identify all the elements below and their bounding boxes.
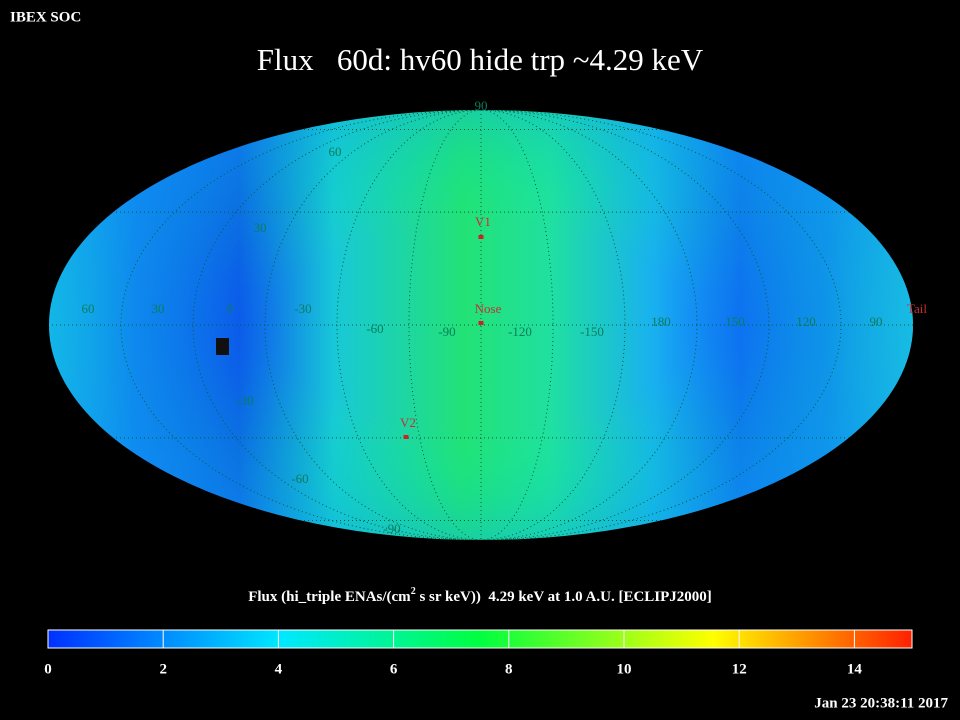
map-title: Flux 60d: hv60 hide trp ~4.29 keV — [257, 42, 704, 77]
longitude-label: -150 — [580, 324, 604, 339]
marker-label: V2 — [400, 415, 416, 430]
source-label: IBEX SOC — [10, 9, 81, 25]
longitude-label: 120 — [796, 314, 816, 329]
marker-dot — [478, 321, 484, 325]
colorbar-tick-label: 0 — [44, 661, 52, 677]
colorbar-tick-label: 12 — [732, 661, 747, 677]
longitude-label: -90 — [438, 324, 455, 339]
colorbar-label-rest: s sr keV)) 4.29 keV at 1.0 A.U. [ECLIPJ2… — [416, 589, 712, 605]
timestamp: Jan 23 20:38:11 2017 — [814, 695, 948, 711]
colorbar-tick-label: 8 — [505, 661, 513, 677]
latitude-label: 30 — [254, 220, 267, 235]
latitude-label: 90 — [475, 98, 488, 113]
marker-dot — [403, 435, 409, 439]
colorbar — [47, 629, 913, 649]
latitude-label: -90 — [383, 521, 400, 536]
latitude-label: 60 — [329, 144, 342, 159]
longitude-label: -60 — [366, 321, 383, 336]
latitude-label: -30 — [236, 393, 253, 408]
colorbar-tick-label: 6 — [390, 661, 398, 677]
longitude-label: 0 — [227, 301, 234, 316]
colorbar-tick-label: 2 — [159, 661, 167, 677]
longitude-label: 30 — [152, 301, 165, 316]
graticule — [49, 110, 913, 540]
colorbar-label-main: Flux (hi_triple ENAs/(cm — [248, 589, 411, 605]
marker-label: V1 — [475, 214, 491, 229]
longitude-label: 150 — [725, 314, 745, 329]
colorbar-ticks: 0 2 4 6 8 10 12 14 — [44, 630, 862, 677]
longitude-label: 60 — [82, 301, 95, 316]
colorbar-tick-label: 4 — [275, 661, 283, 677]
colorbar-tick-label: 10 — [617, 661, 632, 677]
marker-label: Nose — [475, 301, 502, 316]
map-labels: 90 60 30 -30 -60 -90 60 30 0 -30 -60 -90 -120 -150 180… — [82, 98, 928, 536]
colorbar-tick-label: 14 — [847, 661, 863, 677]
marker-label: Tail — [907, 301, 927, 316]
longitude-label: 90 — [870, 314, 883, 329]
latitude-label: -60 — [291, 471, 308, 486]
marker-dot — [478, 235, 484, 239]
colorbar-label-sup: 2 — [411, 586, 416, 597]
longitude-label: -120 — [508, 324, 532, 339]
longitude-label: 180 — [651, 314, 671, 329]
longitude-label: -30 — [294, 301, 311, 316]
colorbar-label: Flux (hi_triple ENAs/(cm2 s sr keV)) 4.2… — [248, 586, 712, 605]
map-gap-pixel — [216, 338, 229, 355]
